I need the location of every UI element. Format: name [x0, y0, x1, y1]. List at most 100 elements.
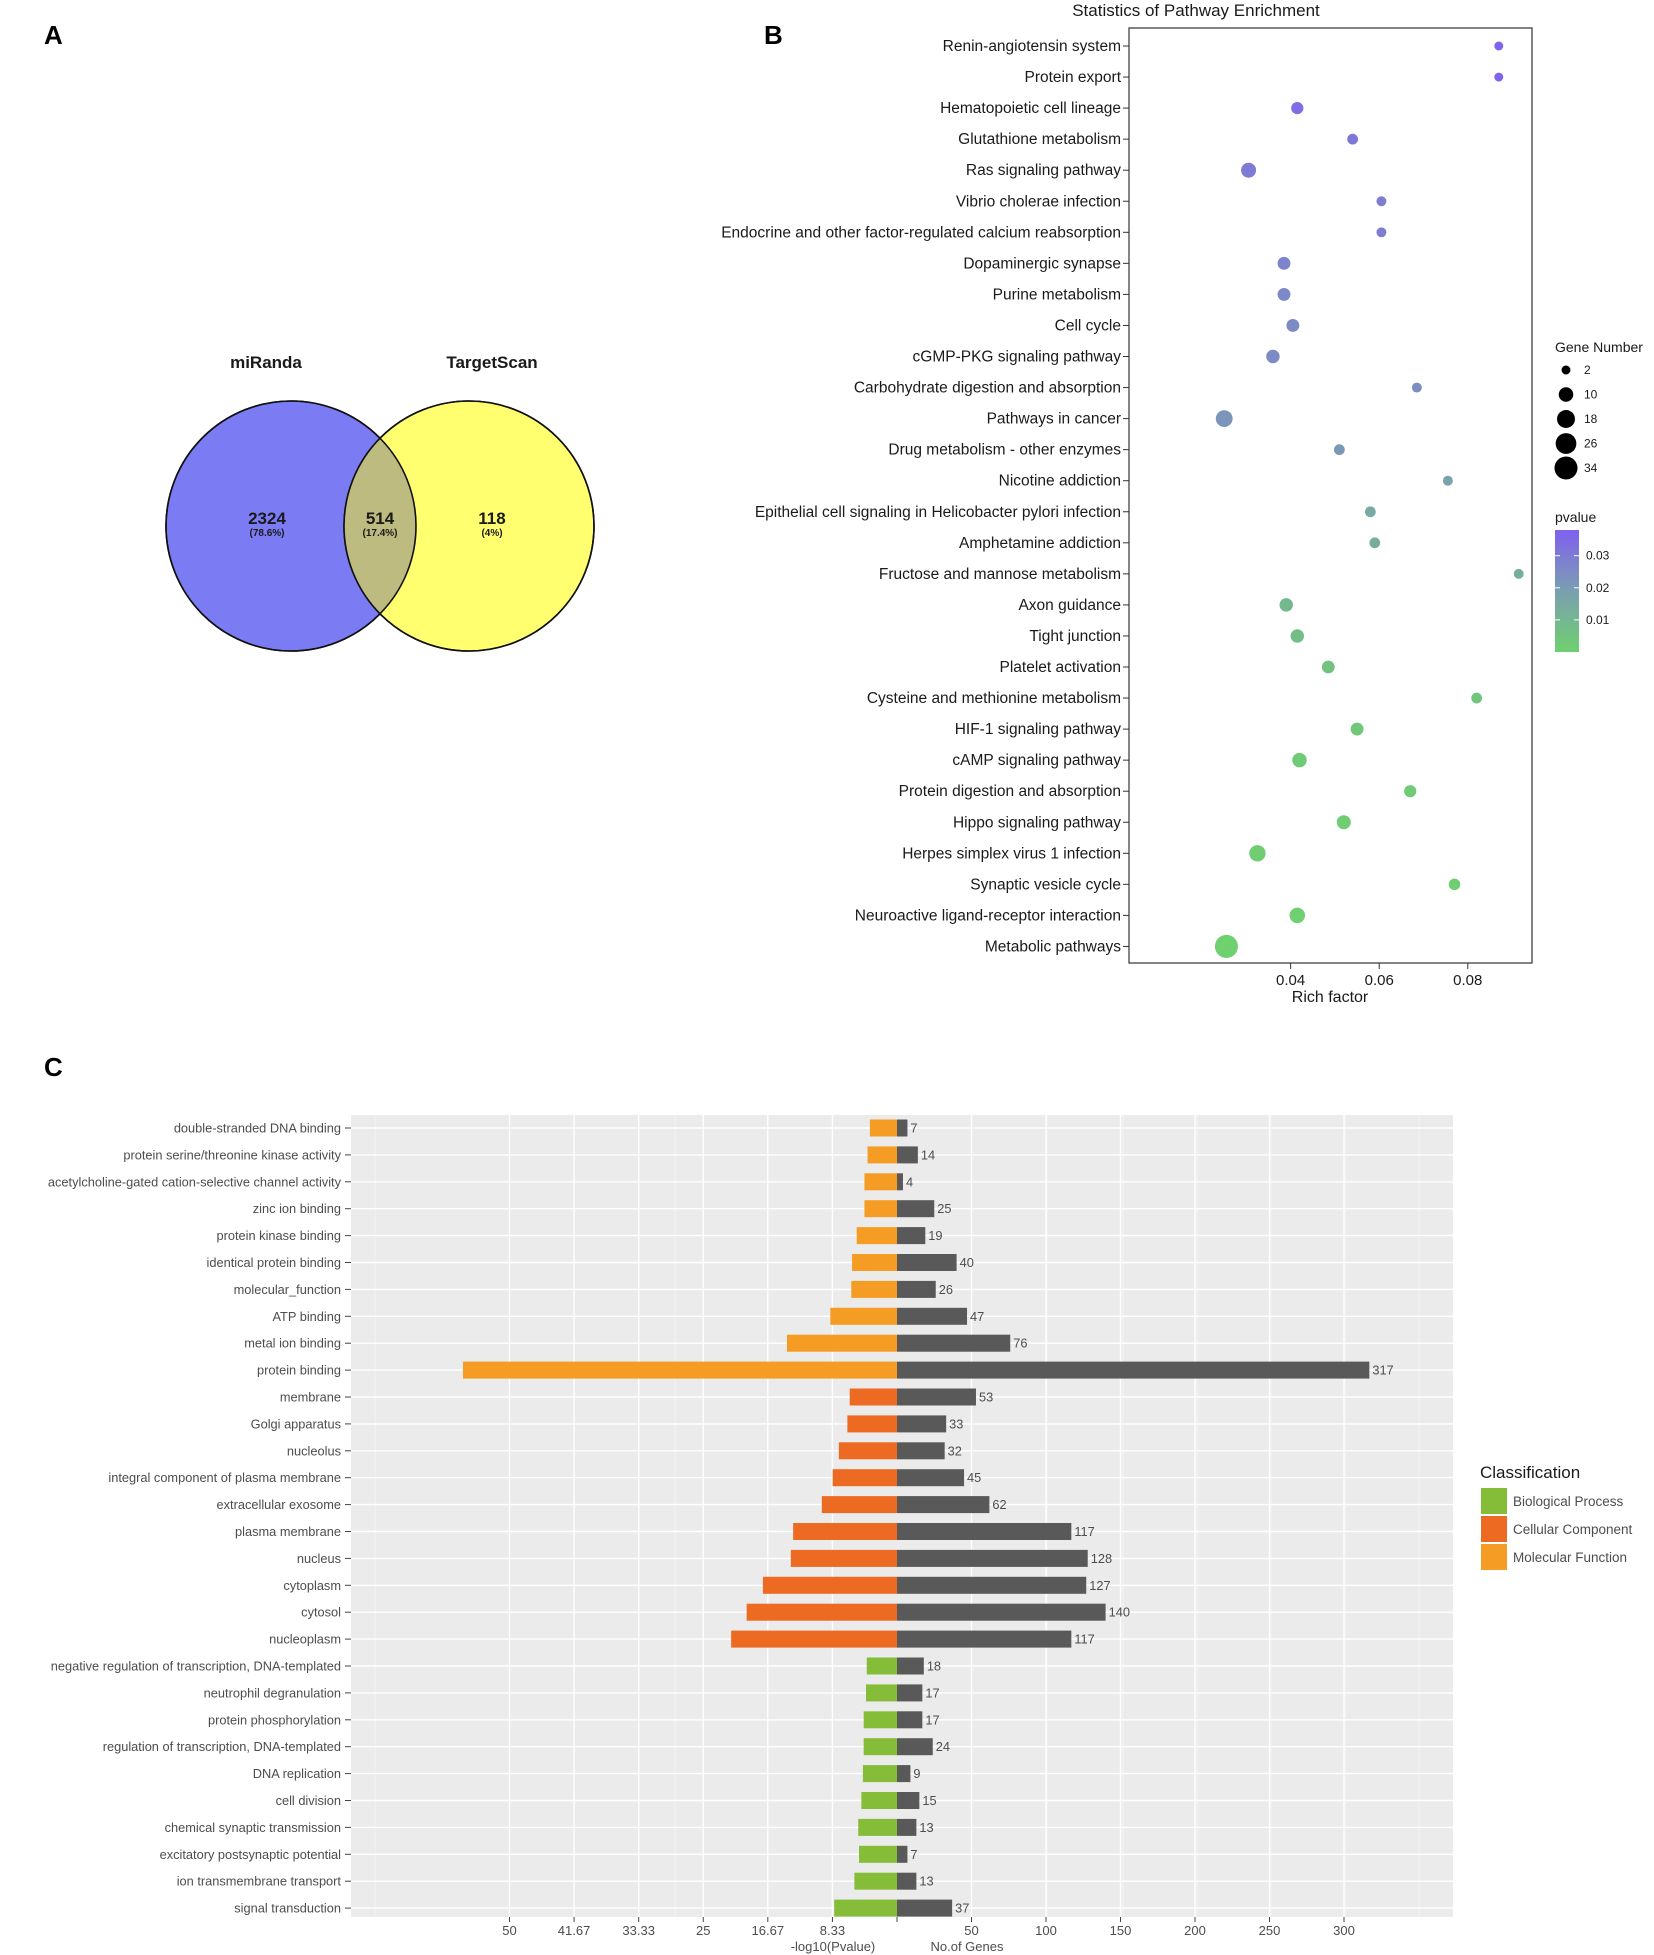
pathway-label: Drug metabolism - other enzymes	[888, 442, 1121, 459]
gene-count-label: 45	[967, 1470, 981, 1485]
go-term-label: cytoplasm	[283, 1578, 341, 1593]
gene-count-bar	[897, 1173, 903, 1191]
venn-set-label-targetscan: TargetScan	[446, 353, 537, 372]
size-legend-label: 34	[1584, 461, 1598, 475]
pathway-point	[1494, 41, 1504, 51]
pathway-label: cGMP-PKG signaling pathway	[913, 349, 1122, 366]
pathway-point	[1333, 444, 1345, 456]
pathway-point	[1214, 934, 1238, 958]
gene-count-label: 53	[979, 1390, 993, 1405]
gene-count-bar	[897, 1388, 976, 1406]
gene-count-label: 13	[919, 1820, 933, 1835]
pvalue-bar	[856, 1227, 897, 1245]
gene-count-bar	[897, 1200, 935, 1218]
go-term-label: molecular_function	[234, 1282, 341, 1297]
legend-label: Molecular Function	[1513, 1550, 1627, 1565]
pvalue-bar	[731, 1630, 897, 1648]
venn-pct-only-targetscan: (4%)	[481, 528, 502, 539]
gene-count-bar	[897, 1334, 1011, 1352]
pathway-label: Hippo signaling pathway	[953, 814, 1121, 831]
gene-count-label: 117	[1074, 1524, 1094, 1539]
pvalue-bar	[851, 1280, 897, 1298]
gene-count-bar	[897, 1657, 924, 1675]
pvalue-bar	[838, 1442, 897, 1460]
pvalue-bar	[864, 1200, 897, 1218]
go-term-label: negative regulation of transcription, DN…	[51, 1659, 341, 1674]
gene-count-label: 9	[913, 1766, 920, 1781]
plot-panel	[1128, 27, 1533, 964]
pvalue-bar	[746, 1603, 897, 1621]
size-legend-label: 10	[1584, 388, 1598, 402]
color-legend-title: pvalue	[1555, 509, 1596, 525]
venn-pct-only-miranda: (78.6%)	[249, 528, 284, 539]
size-legend-title: Gene Number	[1555, 339, 1643, 355]
x-tick-label-pvalue: 41.67	[558, 1923, 591, 1938]
go-term-label: plasma membrane	[235, 1524, 341, 1539]
gene-count-label: 24	[936, 1739, 950, 1754]
pathway-point	[1494, 72, 1504, 82]
pathway-point	[1289, 907, 1306, 924]
gene-count-bar	[897, 1684, 923, 1702]
panel-label-a: A	[44, 20, 63, 50]
gene-count-label: 32	[948, 1443, 962, 1458]
colorbar-label: 0.02	[1586, 581, 1610, 595]
x-axis-label-pvalue: -log10(Pvalue)	[791, 1939, 876, 1954]
go-term-label: cytosol	[301, 1605, 341, 1620]
pathway-label: Carbohydrate digestion and absorption	[854, 380, 1121, 397]
gene-count-bar	[897, 1442, 945, 1460]
pathway-point	[1215, 410, 1233, 427]
pathway-label: Fructose and mannose metabolism	[879, 566, 1121, 583]
pvalue-colorbar	[1555, 530, 1579, 652]
go-term-label: membrane	[280, 1390, 341, 1405]
x-tick-label-genes: 50	[964, 1923, 978, 1938]
gene-count-label: 18	[927, 1659, 941, 1674]
gene-count-label: 17	[925, 1685, 939, 1700]
gene-count-label: 40	[960, 1255, 974, 1270]
gene-count-bar	[897, 1361, 1370, 1379]
x-tick-label-genes: 300	[1333, 1923, 1355, 1938]
pvalue-bar	[834, 1899, 897, 1917]
pathway-point	[1513, 568, 1524, 579]
pvalue-bar	[858, 1818, 897, 1836]
legend-swatch	[1481, 1488, 1507, 1514]
pathway-point	[1241, 162, 1257, 178]
venn-set-label-miranda: miRanda	[230, 353, 302, 372]
gene-count-bar	[897, 1711, 923, 1729]
go-term-label: cell division	[276, 1793, 341, 1808]
go-term-label: chemical synaptic transmission	[165, 1820, 341, 1835]
pathway-label: Cysteine and methionine metabolism	[867, 690, 1121, 707]
pvalue-bar	[762, 1576, 897, 1594]
pvalue-bar	[863, 1738, 897, 1756]
pathway-label: Metabolic pathways	[985, 938, 1121, 955]
pathway-label: Synaptic vesicle cycle	[970, 876, 1121, 893]
go-term-label: DNA replication	[253, 1766, 341, 1781]
panel-label-c: C	[44, 1052, 63, 1082]
go-term-label: acetylcholine-gated cation-selective cha…	[48, 1174, 342, 1189]
x-tick-label-genes: 100	[1035, 1923, 1057, 1938]
pvalue-bar	[852, 1254, 897, 1271]
gene-count-label: 317	[1372, 1363, 1393, 1378]
pathway-point	[1376, 196, 1387, 207]
x-tick-label-pvalue: 50	[502, 1923, 516, 1938]
gene-count-label: 7	[910, 1121, 917, 1136]
pvalue-bar	[869, 1119, 897, 1137]
pvalue-bar	[854, 1872, 897, 1890]
size-legend-label: 2	[1584, 363, 1591, 377]
gene-count-label: 33	[949, 1416, 963, 1431]
pathway-label: Ras signaling pathway	[966, 162, 1121, 179]
gene-count-label: 15	[922, 1793, 936, 1808]
pathway-label: Pathways in cancer	[987, 411, 1121, 428]
pathway-label: Dopaminergic synapse	[963, 255, 1121, 272]
gene-count-bar	[897, 1549, 1088, 1567]
venn-count-only-miranda: 2324	[248, 509, 286, 528]
pvalue-bar	[867, 1146, 897, 1164]
size-legend-label: 26	[1584, 437, 1598, 451]
go-term-label: protein binding	[257, 1363, 341, 1378]
gene-count-bar	[897, 1280, 936, 1298]
gene-count-label: 47	[970, 1309, 984, 1324]
go-term-label: nucleoplasm	[269, 1632, 341, 1647]
pathway-point	[1350, 722, 1364, 736]
go-term-label: signal transduction	[234, 1901, 341, 1916]
gene-count-bar	[897, 1523, 1072, 1540]
size-legend-label: 18	[1584, 412, 1598, 426]
